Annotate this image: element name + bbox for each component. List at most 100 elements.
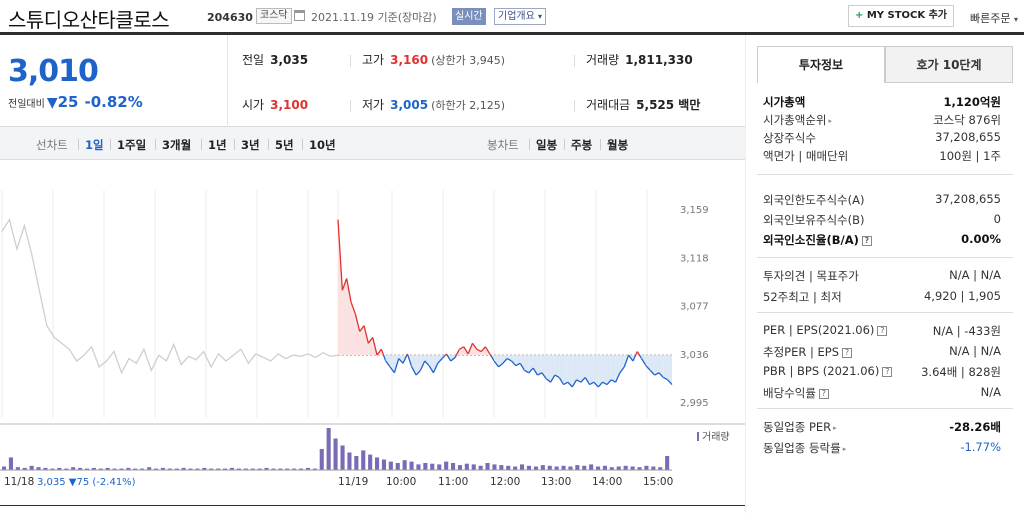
today-series-segment	[402, 354, 408, 364]
chart-bottom-border	[0, 505, 745, 506]
volume-bar	[36, 467, 41, 470]
volume-bar	[609, 467, 614, 470]
fill-area	[416, 355, 421, 376]
today-series-segment	[610, 379, 616, 383]
fill-area	[507, 355, 512, 361]
fill-area	[650, 355, 655, 376]
fill-area	[658, 355, 664, 378]
realtime-button[interactable]: 실시간	[452, 8, 486, 25]
today-series-segment	[511, 360, 517, 367]
volume-bar	[568, 466, 573, 470]
today-series-segment	[367, 337, 374, 344]
today-series-segment	[428, 365, 434, 374]
today-series-segment	[576, 379, 582, 383]
market-cap-rank-row: 시가총액순위 ▸ 코스닥 876위	[763, 113, 1001, 127]
today-series-segment	[584, 377, 591, 385]
help-icon[interactable]: ?	[861, 235, 872, 246]
fill-area	[559, 355, 564, 385]
today-series-segment	[541, 372, 547, 380]
fill-area	[567, 355, 573, 387]
today-series-segment	[532, 367, 539, 376]
period-monthly-candle[interactable]: 월봉	[607, 138, 629, 152]
volume-bar	[644, 465, 649, 470]
volume-bar	[188, 468, 193, 470]
volume-bar	[637, 467, 642, 470]
volume-bar	[91, 467, 96, 470]
volume-bar	[388, 461, 393, 470]
volume-bar	[451, 463, 456, 470]
today-series-segment	[354, 313, 361, 332]
x-tick-label: 11:00	[438, 476, 468, 488]
calendar-icon	[294, 10, 305, 21]
x-tick-label: 10:00	[386, 476, 416, 488]
help-icon[interactable]: ?	[842, 347, 853, 358]
today-series-segment	[619, 366, 625, 374]
period-5y[interactable]: 5년	[275, 138, 294, 152]
today-series-segment	[571, 379, 578, 388]
down-arrow-icon: ▼	[46, 95, 58, 111]
volume-bar	[202, 467, 207, 470]
company-summary-dropdown[interactable]: 기업개요 ▾	[494, 8, 547, 25]
quick-order-button[interactable]: 빠른주문 ▾	[970, 10, 1018, 26]
help-icon[interactable]: ?	[877, 325, 888, 336]
volume-bar	[354, 456, 359, 470]
volume-bar	[602, 465, 607, 470]
volume-bar	[22, 467, 27, 470]
volume-bar	[84, 468, 89, 470]
volume-bar	[119, 468, 124, 470]
period-1w[interactable]: 1주일	[117, 138, 147, 152]
fill-area	[351, 302, 356, 356]
x-tick-label: 11/18	[4, 476, 34, 488]
volume-bar	[485, 463, 490, 470]
price-chart[interactable]: 3,159 3,118 3,077 3,036 2,995 거래량 11/18 11/19 10…	[0, 160, 745, 490]
fill-area	[576, 355, 581, 383]
period-daily-candle[interactable]: 일봉	[536, 138, 558, 152]
today-series-segment	[628, 354, 634, 362]
volume-bar	[520, 464, 525, 470]
period-3m[interactable]: 3개월	[162, 138, 192, 152]
company-summary-label: 기업개요	[498, 11, 535, 22]
fill-area	[606, 355, 612, 385]
prev-day-note: 3,035 ▼75 (-2.41%)	[37, 477, 136, 488]
plus-icon: +	[854, 10, 867, 21]
y-tick-label: 3,159	[680, 205, 709, 216]
period-1d[interactable]: 1일	[85, 138, 104, 152]
help-icon[interactable]: ?	[882, 366, 893, 377]
tab-invest-info[interactable]: 투자정보	[757, 46, 885, 83]
today-series-segment	[528, 367, 534, 374]
fill-area	[554, 355, 560, 378]
market-cap-row: 시가총액 1,120억원	[763, 95, 1001, 109]
my-stock-add-button[interactable]: + MY STOCK 추가	[848, 5, 954, 27]
today-series-segment	[502, 358, 508, 364]
volume-bar	[416, 464, 421, 470]
fill-area	[364, 325, 369, 356]
volume-bar	[71, 467, 76, 470]
help-icon[interactable]: ?	[818, 388, 829, 399]
period-3y[interactable]: 3년	[241, 138, 260, 152]
fill-area	[472, 343, 477, 356]
info-tabs: 투자정보 호가 10단계	[757, 46, 1013, 83]
x-tick-label: 11/19	[338, 476, 368, 488]
today-series-segment	[493, 360, 500, 368]
period-10y[interactable]: 10년	[309, 138, 336, 152]
volume-bar	[43, 467, 48, 470]
volume-bar	[57, 467, 62, 470]
investment-info-panel: 투자정보 호가 10단계 시가총액 1,120억원 시가총액순위 ▸ 코스닥 876위…	[757, 46, 1013, 461]
today-series-segment	[450, 356, 456, 362]
today-series-segment	[350, 301, 356, 315]
tab-hoga-10[interactable]: 호가 10단계	[885, 46, 1013, 83]
x-tick-label: 13:00	[541, 476, 571, 488]
period-weekly-candle[interactable]: 주봉	[571, 138, 593, 152]
today-series-segment	[667, 379, 673, 385]
volume-bar	[616, 466, 621, 470]
stock-code: 204630	[207, 11, 253, 24]
today-series-segment	[476, 348, 482, 353]
today-series-segment	[337, 219, 343, 291]
today-series-segment	[455, 348, 461, 356]
industry-per-row: 동일업종 PER ▸ -28.26배	[763, 420, 1001, 434]
today-series-segment	[398, 358, 404, 364]
today-series-segment	[545, 378, 551, 383]
market-badge: 코스닥	[256, 8, 292, 24]
period-1y[interactable]: 1년	[208, 138, 227, 152]
stock-header: 스튜디오산타클로스 204630 코스닥 2021.11.19 기준(장마감) …	[0, 0, 1024, 32]
